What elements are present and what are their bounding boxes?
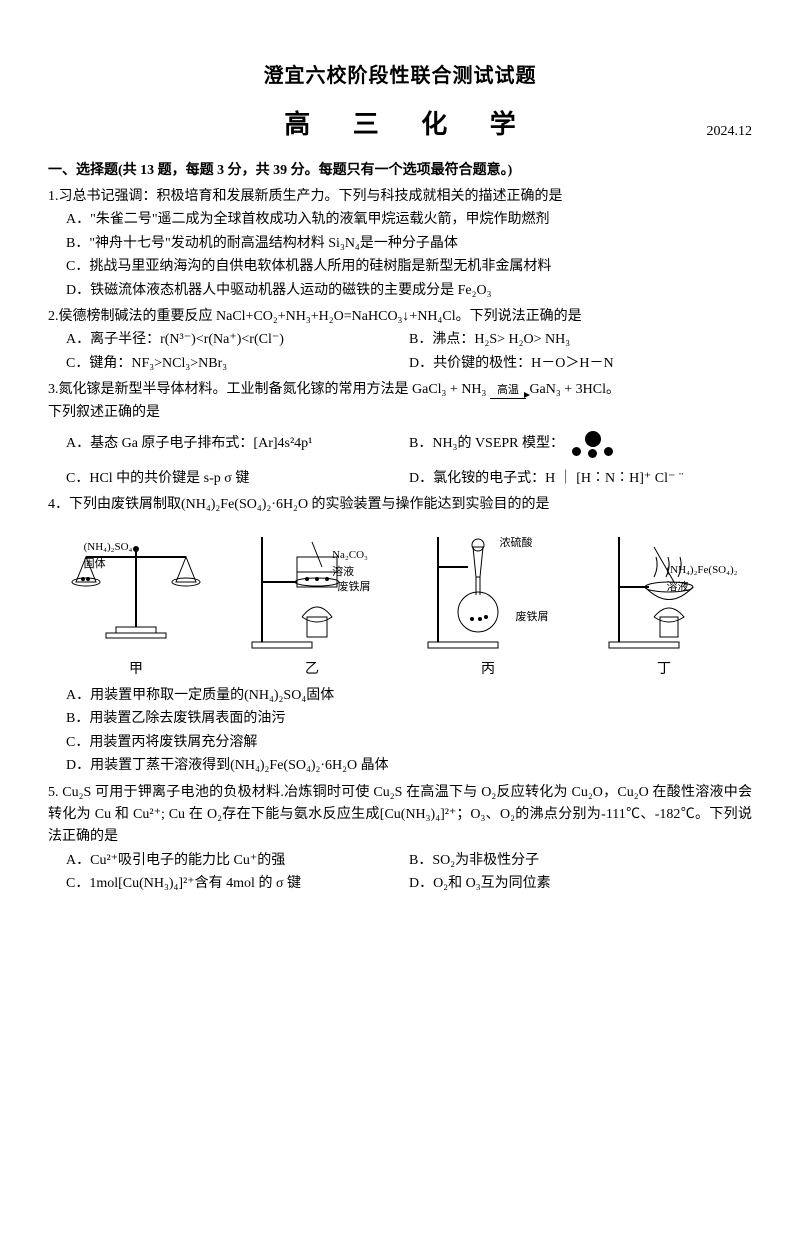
question-3: 3.氮化镓是新型半导体材料。工业制备氮化镓的常用方法是 GaCl₃ + NH₃ … <box>48 379 752 490</box>
fig-b-label: 乙 <box>305 659 319 681</box>
fig-a-text2: 固体 <box>84 556 133 574</box>
q4-stem: 4．下列由废铁屑制取(NH₄)₂Fe(SO₄)₂·6H₂O 的实验装置与操作能达… <box>48 494 752 516</box>
q1-option-d: D．铁磁流体液态机器人中驱动机器人运动的磁铁的主要成分是 Fe₂O₃ <box>66 280 752 302</box>
q3-option-c: C．HCl 中的共价键是 s-p σ 键 <box>66 468 409 490</box>
q3-stem-line2: 下列叙述正确的是 <box>48 402 752 424</box>
fig-b-text1: Na₂CO₃ <box>332 547 368 565</box>
subtitle-row: 高 三 化 学 2024.12 <box>48 104 752 146</box>
question-5: 5. Cu₂S 可用于钾离子电池的负极材料.冶炼铜时可使 Cu₂S 在高温下与 … <box>48 782 752 896</box>
q4-option-b: B．用装置乙除去废铁屑表面的油污 <box>66 708 752 730</box>
fig-b-text2: 溶液 <box>332 564 368 582</box>
reaction-arrow: 高温 <box>490 382 526 401</box>
q2-option-a: A．离子半径：r(N³⁻)<r(Na⁺)<r(Cl⁻) <box>66 329 409 351</box>
q1-stem: 1.习总书记强调：积极培育和发展新质生产力。下列与科技成就相关的描述正确的是 <box>48 186 752 208</box>
q3-stem: 3.氮化镓是新型半导体材料。工业制备氮化镓的常用方法是 GaCl₃ + NH₃ … <box>48 379 752 401</box>
q2-options: A．离子半径：r(N³⁻)<r(Na⁺)<r(Cl⁻) B．沸点：H₂S> H₂… <box>66 328 752 375</box>
q2-stem: 2.侯德榜制碱法的重要反应 NaCl+CO₂+NH₃+H₂O=NaHCO₃↓+N… <box>48 306 752 328</box>
q1-option-c: C．挑战马里亚纳海沟的自供电软体机器人所用的硅树脂是新型无机非金属材料 <box>66 256 752 278</box>
q4-option-d: D．用装置丁蒸干溶液得到(NH₄)₂Fe(SO₄)₂·6H₂O 晶体 <box>66 755 752 777</box>
fig-a-text1: (NH₄)₂SO₄ <box>84 539 133 557</box>
fig-c-label: 丙 <box>481 659 495 681</box>
q3-stem-a: 3.氮化镓是新型半导体材料。工业制备氮化镓的常用方法是 GaCl₃ + NH₃ <box>48 382 490 397</box>
exam-date: 2024.12 <box>707 121 753 143</box>
q4-options: A．用装置甲称取一定质量的(NH₄)₂SO₄固体 B．用装置乙除去废铁屑表面的油… <box>66 685 752 778</box>
fig-a-label: 甲 <box>129 659 143 681</box>
figure-balance: (NH₄)₂SO₄ 固体 甲 <box>52 527 221 681</box>
lewis-structure-icon: H ｜ [H∶N∶H]⁺ Cl⁻ ¨ <box>545 472 683 487</box>
fig-d-text2: 溶液 <box>667 579 738 597</box>
q2-option-b: B．沸点：H₂S> H₂O> NH₃ <box>409 329 752 351</box>
q3-stem-b: GaN₃ + 3HCl。 <box>529 382 620 397</box>
q3-d-label: D．氯化铵的电子式： <box>409 468 545 490</box>
q1-options: A．"朱雀二号"遥二成为全球首枚成功入轨的液氧甲烷运载火箭，甲烷作助燃剂 B．"… <box>66 209 752 302</box>
q5-options: A．Cu²⁺吸引电子的能力比 Cu⁺的强 B．SO₂为非极性分子 C．1mol[… <box>66 849 752 896</box>
fig-d-label: 丁 <box>657 659 671 681</box>
figure-round-flask: 浓硫酸 废铁屑 丙 <box>404 527 573 681</box>
question-2: 2.侯德榜制碱法的重要反应 NaCl+CO₂+NH₃+H₂O=NaHCO₃↓+N… <box>48 306 752 375</box>
q4-option-a: A．用装置甲称取一定质量的(NH₄)₂SO₄固体 <box>66 685 752 707</box>
q4-option-c: C．用装置丙将废铁屑充分溶解 <box>66 732 752 754</box>
q3-b-text: B．NH₃的 VSEPR 模型： <box>409 433 564 455</box>
q1-option-a: A．"朱雀二号"遥二成为全球首枚成功入轨的液氧甲烷运载火箭，甲烷作助燃剂 <box>66 209 752 231</box>
q2-option-c: C．键角：NF₃>NCl₃>NBr₃ <box>66 353 409 375</box>
figure-evaporate: (NH₄)₂Fe(SO₄)₂ 溶液 丁 <box>580 527 749 681</box>
vsepr-model-icon <box>570 429 616 459</box>
q3-option-a: A．基态 Ga 原子电子排布式：[Ar]4s²4p¹ <box>66 433 409 455</box>
q3-options: A．基态 Ga 原子电子排布式：[Ar]4s²4p¹ B．NH₃的 VSEPR … <box>66 428 752 490</box>
fig-d-text1: (NH₄)₂Fe(SO₄)₂ <box>667 562 738 580</box>
section-header: 一、选择题(共 13 题，每题 3 分，共 39 分。每题只有一个选项最符合题意… <box>48 160 752 182</box>
q3-option-d: D．氯化铵的电子式： H ｜ [H∶N∶H]⁺ Cl⁻ ¨ <box>409 468 752 490</box>
question-1: 1.习总书记强调：积极培育和发展新质生产力。下列与科技成就相关的描述正确的是 A… <box>48 186 752 302</box>
page-subtitle: 高 三 化 学 <box>266 104 534 146</box>
question-4: 4．下列由废铁屑制取(NH₄)₂Fe(SO₄)₂·6H₂O 的实验装置与操作能达… <box>48 494 752 777</box>
q5-option-b: B．SO₂为非极性分子 <box>409 850 752 872</box>
q4-figures: (NH₄)₂SO₄ 固体 甲 Na₂CO₃ 溶液 <box>48 527 752 681</box>
q5-option-d: D．O₂和 O₃互为同位素 <box>409 873 752 895</box>
page-title: 澄宜六校阶段性联合测试试题 <box>48 60 752 92</box>
q5-stem: 5. Cu₂S 可用于钾离子电池的负极材料.冶炼铜时可使 Cu₂S 在高温下与 … <box>48 782 752 849</box>
q5-option-c: C．1mol[Cu(NH₃)₄]²⁺含有 4mol 的 σ 键 <box>66 873 409 895</box>
figure-beaker-heat: Na₂CO₃ 溶液 废铁屑 乙 <box>228 527 397 681</box>
q2-option-d: D．共价键的极性：H－O＞H－N <box>409 353 752 375</box>
q1-option-b: B．"神舟十七号"发动机的耐高温结构材料 Si₃N₄是一种分子晶体 <box>66 233 752 255</box>
q3-option-b: B．NH₃的 VSEPR 模型： <box>409 429 752 459</box>
q5-option-a: A．Cu²⁺吸引电子的能力比 Cu⁺的强 <box>66 850 409 872</box>
